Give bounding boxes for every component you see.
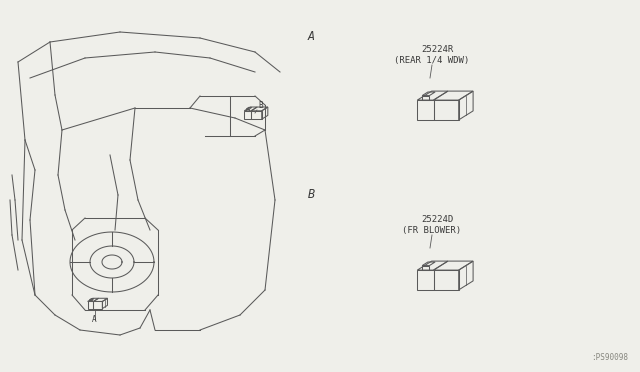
Text: (FR BLOWER): (FR BLOWER) bbox=[403, 226, 461, 235]
Text: 25224R: 25224R bbox=[421, 45, 453, 54]
Text: B: B bbox=[258, 101, 262, 110]
Text: B: B bbox=[308, 188, 315, 201]
Text: A: A bbox=[308, 30, 315, 43]
Text: A: A bbox=[92, 315, 97, 324]
Text: (REAR 1/4 WDW): (REAR 1/4 WDW) bbox=[394, 56, 470, 65]
Text: :PS90098: :PS90098 bbox=[591, 353, 628, 362]
Text: 25224D: 25224D bbox=[421, 215, 453, 224]
